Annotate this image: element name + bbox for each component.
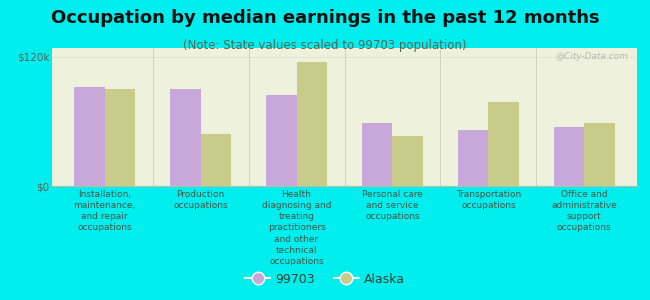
Bar	[105, 89, 135, 186]
Text: Occupation by median earnings in the past 12 months: Occupation by median earnings in the pas…	[51, 9, 599, 27]
Text: @City-Data.com: @City-Data.com	[555, 52, 628, 61]
Bar	[584, 124, 615, 186]
Text: (Note: State values scaled to 99703 population): (Note: State values scaled to 99703 popu…	[183, 39, 467, 52]
Bar	[266, 95, 296, 186]
Bar	[74, 87, 105, 186]
Bar	[362, 124, 393, 186]
Bar	[488, 102, 519, 186]
Bar	[296, 62, 327, 186]
Bar	[170, 89, 201, 186]
Bar	[458, 130, 488, 186]
Bar	[201, 134, 231, 186]
Legend: 99703, Alaska: 99703, Alaska	[240, 268, 410, 291]
Bar	[393, 136, 423, 186]
Bar	[554, 127, 584, 186]
